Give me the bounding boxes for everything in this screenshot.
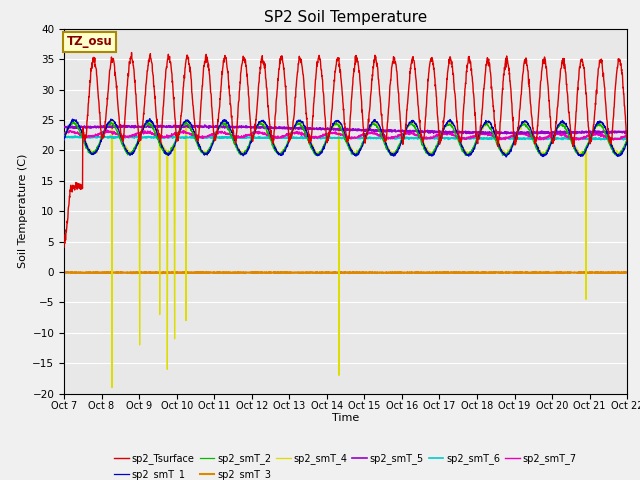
sp2_smT_7 <box>218 130 225 136</box>
sp2_smT_2 <box>509 139 517 145</box>
Line: sp2_smT_6: sp2_smT_6 <box>64 136 627 140</box>
sp2_smT_2 <box>362 132 370 137</box>
sp2_smT_6 <box>620 137 627 143</box>
sp2_smT_6 <box>623 136 631 142</box>
sp2_smT_1 <box>502 154 510 160</box>
sp2_smT_1 <box>218 120 225 126</box>
sp2_Tsurface <box>60 244 68 250</box>
sp2_smT_2 <box>623 138 631 144</box>
sp2_smT_6 <box>589 136 597 142</box>
sp2_smT_2 <box>374 126 382 132</box>
sp2_smT_3 <box>128 270 136 276</box>
sp2_smT_6 <box>573 136 581 142</box>
sp2_smT_7 <box>589 132 597 138</box>
sp2_smT_3 <box>218 270 225 276</box>
sp2_smT_3 <box>532 269 540 275</box>
sp2_smT_4 <box>510 140 518 145</box>
Line: sp2_smT_5: sp2_smT_5 <box>64 125 627 134</box>
sp2_Tsurface <box>128 49 136 55</box>
sp2_smT_5 <box>574 130 582 135</box>
sp2_smT_2 <box>589 127 597 132</box>
sp2_smT_1 <box>574 150 582 156</box>
sp2_smT_7 <box>362 131 370 137</box>
sp2_smT_4 <box>108 384 116 390</box>
sp2_smT_5 <box>589 130 597 135</box>
Line: sp2_smT_1: sp2_smT_1 <box>64 119 627 157</box>
sp2_smT_5 <box>60 124 68 130</box>
sp2_smT_3 <box>623 270 631 276</box>
sp2_smT_5 <box>218 123 225 129</box>
Line: sp2_smT_7: sp2_smT_7 <box>64 130 627 140</box>
sp2_Tsurface <box>218 82 225 87</box>
sp2_smT_3 <box>574 270 582 276</box>
sp2_smT_7 <box>572 137 580 143</box>
sp2_smT_1 <box>623 139 631 144</box>
sp2_smT_3 <box>362 270 370 276</box>
sp2_smT_3 <box>589 270 597 276</box>
Line: sp2_smT_2: sp2_smT_2 <box>64 122 627 156</box>
sp2_smT_7 <box>623 133 631 139</box>
sp2_smT_4 <box>589 128 597 133</box>
sp2_smT_4 <box>371 117 379 123</box>
Legend: sp2_Tsurface, sp2_smT_1, sp2_smT_2, sp2_smT_3, sp2_smT_4, sp2_smT_5, sp2_smT_6, : sp2_Tsurface, sp2_smT_1, sp2_smT_2, sp2_… <box>111 450 580 480</box>
Line: sp2_smT_4: sp2_smT_4 <box>64 120 627 387</box>
sp2_smT_5 <box>362 126 370 132</box>
sp2_smT_4 <box>375 122 383 128</box>
sp2_smT_6 <box>362 135 370 141</box>
sp2_smT_2 <box>614 153 621 159</box>
sp2_Tsurface <box>623 139 631 144</box>
sp2_smT_3 <box>509 270 517 276</box>
Line: sp2_smT_3: sp2_smT_3 <box>64 272 627 273</box>
sp2_smT_5 <box>201 122 209 128</box>
Line: sp2_Tsurface: sp2_Tsurface <box>64 52 627 247</box>
sp2_smT_1 <box>146 116 154 121</box>
sp2_smT_5 <box>525 131 533 137</box>
sp2_smT_3 <box>60 270 68 276</box>
sp2_smT_7 <box>60 131 68 136</box>
sp2_smT_2 <box>60 135 68 141</box>
sp2_smT_2 <box>574 151 582 157</box>
sp2_smT_5 <box>374 128 382 133</box>
sp2_smT_6 <box>60 133 68 139</box>
sp2_smT_2 <box>218 120 225 126</box>
sp2_Tsurface <box>509 129 517 135</box>
sp2_smT_4 <box>574 147 582 153</box>
sp2_smT_4 <box>60 137 68 143</box>
sp2_smT_6 <box>217 135 225 141</box>
sp2_smT_6 <box>509 136 517 142</box>
sp2_smT_4 <box>623 138 631 144</box>
sp2_Tsurface <box>362 136 370 142</box>
sp2_smT_1 <box>362 133 370 139</box>
sp2_smT_7 <box>374 132 382 138</box>
X-axis label: Time: Time <box>332 413 359 422</box>
sp2_smT_1 <box>510 141 518 146</box>
sp2_Tsurface <box>589 123 597 129</box>
sp2_smT_7 <box>103 127 111 132</box>
sp2_smT_2 <box>68 119 76 125</box>
Text: TZ_osu: TZ_osu <box>67 35 113 48</box>
sp2_smT_1 <box>589 127 597 133</box>
sp2_smT_7 <box>574 136 582 142</box>
sp2_smT_7 <box>509 133 517 139</box>
sp2_smT_6 <box>374 136 382 142</box>
sp2_Tsurface <box>574 85 582 91</box>
sp2_smT_5 <box>623 129 631 134</box>
sp2_smT_4 <box>362 134 370 140</box>
sp2_smT_1 <box>60 137 68 143</box>
Y-axis label: Soil Temperature (C): Soil Temperature (C) <box>18 154 28 268</box>
sp2_smT_1 <box>374 121 382 127</box>
sp2_smT_3 <box>374 270 382 276</box>
sp2_smT_4 <box>218 122 225 128</box>
sp2_smT_5 <box>509 131 517 136</box>
Title: SP2 Soil Temperature: SP2 Soil Temperature <box>264 10 428 25</box>
sp2_Tsurface <box>374 76 382 82</box>
